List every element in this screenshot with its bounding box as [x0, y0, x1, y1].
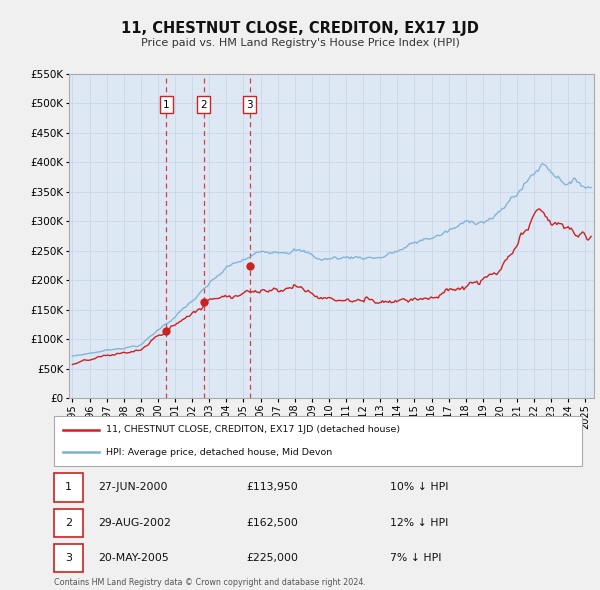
- Text: 27-JUN-2000: 27-JUN-2000: [98, 483, 167, 492]
- HPI: Average price, detached house, Mid Devon: (2.03e+03, 3.57e+05): Average price, detached house, Mid Devon…: [587, 184, 595, 191]
- HPI: Average price, detached house, Mid Devon: (2.02e+03, 3.98e+05): Average price, detached house, Mid Devon…: [539, 160, 546, 167]
- 11, CHESTNUT CLOSE, CREDITON, EX17 1JD (detached house): [71, 360, 79, 368]
- Text: HPI: Average price, detached house, Mid Devon: HPI: Average price, detached house, Mid …: [106, 448, 332, 457]
- Text: 10% ↓ HPI: 10% ↓ HPI: [390, 483, 449, 492]
- Text: 1: 1: [65, 483, 72, 492]
- Text: Price paid vs. HM Land Registry's House Price Index (HPI): Price paid vs. HM Land Registry's House …: [140, 38, 460, 48]
- 11, CHESTNUT CLOSE, CREDITON, EX17 1JD (detached house): [587, 233, 595, 240]
- Line: HPI: Average price, detached house, Mid Devon: HPI: Average price, detached house, Mid …: [73, 163, 591, 356]
- Text: 11, CHESTNUT CLOSE, CREDITON, EX17 1JD: 11, CHESTNUT CLOSE, CREDITON, EX17 1JD: [121, 21, 479, 35]
- Line: 11, CHESTNUT CLOSE, CREDITON, EX17 1JD (detached house): 11, CHESTNUT CLOSE, CREDITON, EX17 1JD (…: [73, 209, 591, 365]
- HPI: Average price, detached house, Mid Devon: (2e+03, 7.14e+04): Average price, detached house, Mid Devon…: [69, 353, 76, 360]
- Text: 2: 2: [200, 100, 207, 110]
- Text: 29-AUG-2002: 29-AUG-2002: [98, 518, 170, 527]
- Text: 3: 3: [65, 553, 72, 563]
- Text: £225,000: £225,000: [246, 553, 298, 563]
- Text: 20-MAY-2005: 20-MAY-2005: [98, 553, 169, 563]
- HPI: Average price, detached house, Mid Devon: (2e+03, 7.22e+04): Average price, detached house, Mid Devon…: [71, 352, 79, 359]
- Text: 12% ↓ HPI: 12% ↓ HPI: [390, 518, 448, 527]
- Text: Contains HM Land Registry data © Crown copyright and database right 2024.: Contains HM Land Registry data © Crown c…: [54, 578, 366, 587]
- Text: 1: 1: [163, 100, 170, 110]
- Text: £162,500: £162,500: [246, 518, 298, 527]
- Text: 3: 3: [247, 100, 253, 110]
- 11, CHESTNUT CLOSE, CREDITON, EX17 1JD (detached house): [200, 301, 208, 309]
- 11, CHESTNUT CLOSE, CREDITON, EX17 1JD (detached house): [89, 356, 96, 363]
- 11, CHESTNUT CLOSE, CREDITON, EX17 1JD (detached house): [76, 359, 83, 366]
- 11, CHESTNUT CLOSE, CREDITON, EX17 1JD (detached house): [536, 205, 543, 212]
- Text: £113,950: £113,950: [246, 483, 298, 492]
- 11, CHESTNUT CLOSE, CREDITON, EX17 1JD (detached house): [137, 346, 145, 353]
- HPI: Average price, detached house, Mid Devon: (2e+03, 7.71e+04): Average price, detached house, Mid Devon…: [89, 349, 96, 356]
- Text: 11, CHESTNUT CLOSE, CREDITON, EX17 1JD (detached house): 11, CHESTNUT CLOSE, CREDITON, EX17 1JD (…: [106, 425, 400, 434]
- 11, CHESTNUT CLOSE, CREDITON, EX17 1JD (detached house): [69, 361, 76, 368]
- HPI: Average price, detached house, Mid Devon: (2e+03, 9.05e+04): Average price, detached house, Mid Devon…: [137, 342, 145, 349]
- Text: 7% ↓ HPI: 7% ↓ HPI: [390, 553, 442, 563]
- HPI: Average price, detached house, Mid Devon: (2.02e+03, 2.76e+05): Average price, detached house, Mid Devon…: [433, 232, 440, 239]
- 11, CHESTNUT CLOSE, CREDITON, EX17 1JD (detached house): [433, 294, 440, 301]
- HPI: Average price, detached house, Mid Devon: (2e+03, 1.86e+05): Average price, detached house, Mid Devon…: [200, 285, 208, 292]
- Text: 2: 2: [65, 518, 72, 527]
- HPI: Average price, detached house, Mid Devon: (2e+03, 7.34e+04): Average price, detached house, Mid Devon…: [76, 352, 83, 359]
